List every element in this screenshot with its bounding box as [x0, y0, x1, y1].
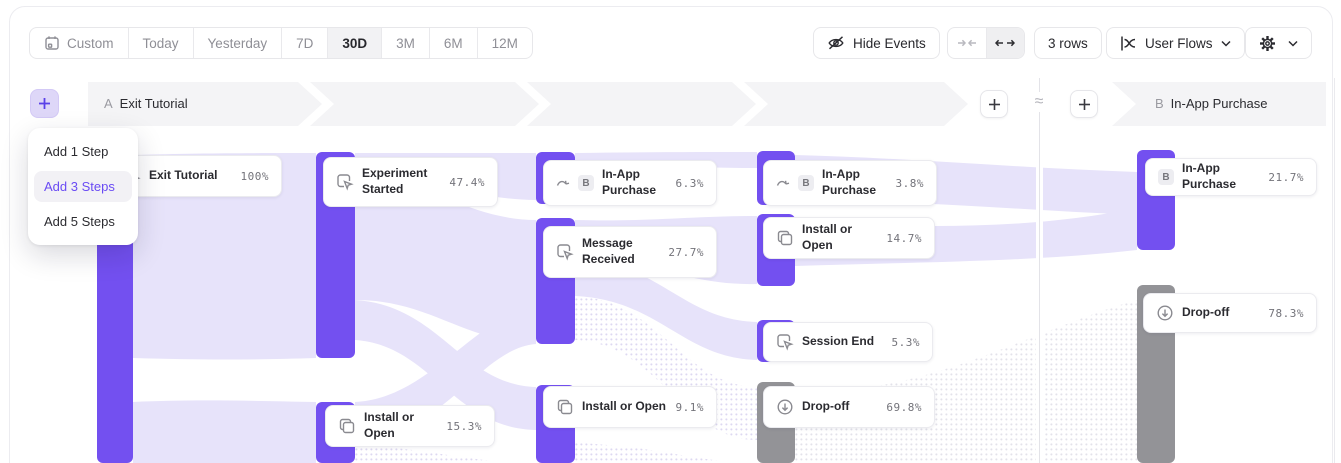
expand-columns-button[interactable]	[985, 28, 1024, 58]
column-width-control	[947, 27, 1025, 59]
step-b-badge: B	[1158, 169, 1174, 185]
node-card-in-app-purchase-6[interactable]: B In-App Purchase 6.3%	[543, 160, 717, 206]
date-range-3m[interactable]: 3M	[382, 28, 430, 58]
date-range-7d[interactable]: 7D	[282, 28, 329, 58]
node-card-in-app-purchase-21[interactable]: B In-App Purchase 21.7%	[1145, 158, 1317, 196]
date-range-custom[interactable]: Custom	[30, 28, 129, 58]
settings-button[interactable]	[1245, 27, 1312, 59]
cursor-click-icon	[556, 243, 574, 261]
copy-icon	[556, 398, 574, 416]
node-card-install-or-open-9[interactable]: Install or Open 9.1%	[543, 386, 717, 428]
cursor-click-icon	[776, 333, 794, 351]
section-divider-line	[1039, 78, 1040, 463]
copy-icon	[776, 229, 794, 247]
date-range-label: Custom	[67, 35, 114, 51]
collapse-columns-button[interactable]	[948, 28, 986, 58]
approx-separator: ≈	[1028, 92, 1050, 112]
arrow-down-circle-icon	[1156, 304, 1174, 322]
section-b-letter: B	[1155, 96, 1164, 111]
section-a-letter: A	[104, 96, 113, 111]
skip-arrow-icon	[776, 177, 790, 189]
node-card-message-received[interactable]: Message Received 27.7%	[543, 226, 717, 278]
date-range-today[interactable]: Today	[129, 28, 194, 58]
add-step-button-start-b[interactable]	[1070, 90, 1098, 118]
section-a-label: A Exit Tutorial	[104, 96, 188, 111]
node-card-experiment-started[interactable]: Experiment Started 47.4%	[323, 157, 498, 207]
node-card-install-or-open-14[interactable]: Install or Open 14.7%	[763, 217, 935, 259]
collapse-columns-icon	[957, 37, 977, 49]
date-range-yesterday[interactable]: Yesterday	[194, 28, 283, 58]
menu-item-add-1-step[interactable]: Add 1 Step	[44, 144, 109, 159]
toolbar: Custom Today Yesterday 7D 30D 3M 6M 12M …	[0, 27, 1341, 59]
rows-button[interactable]: 3 rows	[1034, 27, 1102, 59]
node-card-exit-tutorial[interactable]: Exit Tutorial 100%	[110, 155, 282, 197]
chevron-down-icon	[1220, 40, 1231, 47]
node-card-install-or-open-15[interactable]: Install or Open 15.3%	[325, 405, 495, 447]
section-a-title: Exit Tutorial	[119, 96, 188, 111]
step-header-band	[88, 82, 1326, 126]
arrow-down-circle-icon	[776, 398, 794, 416]
hide-events-button[interactable]: Hide Events	[813, 27, 940, 59]
date-range-control: Custom Today Yesterday 7D 30D 3M 6M 12M	[29, 27, 533, 59]
add-step-button-active[interactable]	[30, 89, 59, 118]
date-range-12m[interactable]: 12M	[491, 35, 518, 51]
view-selector-button[interactable]: User Flows	[1106, 27, 1245, 59]
add-step-button-end-a[interactable]	[980, 90, 1008, 118]
user-flows-icon	[1120, 35, 1137, 52]
expand-columns-icon	[995, 37, 1016, 49]
sankey-flow-area: A Exit Tutorial B In-App Purchase ≈	[0, 78, 1341, 463]
section-b-title: In-App Purchase	[1170, 96, 1268, 111]
node-card-dropoff-78[interactable]: Drop-off 78.3%	[1143, 293, 1317, 333]
date-range-30d[interactable]: 30D	[328, 28, 383, 58]
skip-arrow-icon	[556, 177, 570, 189]
section-b-label: B In-App Purchase	[1155, 96, 1268, 111]
node-card-in-app-purchase-3[interactable]: B In-App Purchase 3.8%	[763, 160, 937, 206]
chevron-down-icon	[1288, 40, 1298, 47]
hide-events-label: Hide Events	[853, 35, 926, 51]
eye-off-icon	[827, 34, 845, 52]
menu-item-add-3-steps[interactable]: Add 3 Steps	[34, 171, 132, 202]
view-selector-label: User Flows	[1145, 35, 1213, 51]
right-edge-line	[1334, 78, 1335, 463]
menu-item-add-5-steps[interactable]: Add 5 Steps	[44, 214, 115, 229]
node-card-dropoff-69[interactable]: Drop-off 69.8%	[763, 386, 935, 428]
cursor-click-icon	[336, 173, 354, 191]
rows-label: 3 rows	[1048, 35, 1088, 51]
step-b-badge: B	[798, 175, 814, 191]
gear-icon	[1259, 35, 1276, 52]
add-steps-menu: Add 1 Step Add 3 Steps Add 5 Steps	[28, 128, 138, 245]
date-range-6m[interactable]: 6M	[430, 28, 478, 58]
step-b-badge: B	[578, 175, 594, 191]
copy-icon	[338, 417, 356, 435]
node-card-session-end[interactable]: Session End 5.3%	[763, 322, 933, 362]
calendar-icon	[44, 35, 60, 51]
